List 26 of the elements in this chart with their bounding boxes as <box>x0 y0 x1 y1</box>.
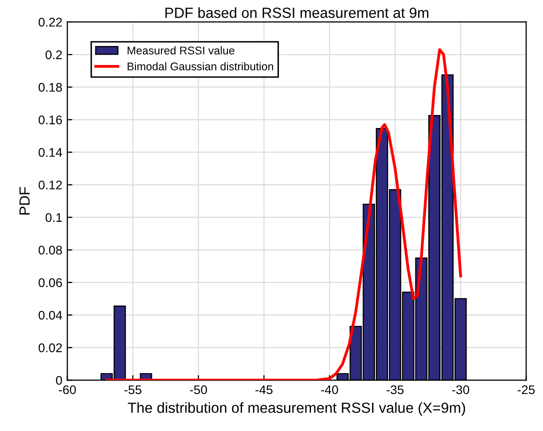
x-tick-label: -40 <box>321 385 338 394</box>
y-tick-label: 0.06 <box>38 278 62 288</box>
chart-title: PDF based on RSSI measurement at 9m <box>165 7 428 18</box>
y-tick-label: 0.18 <box>38 82 62 92</box>
line-series <box>105 48 462 380</box>
y-tick-label: 0.22 <box>38 18 62 27</box>
x-tick-label: -25 <box>518 385 535 394</box>
y-tick-label: 0.04 <box>38 310 62 320</box>
legend-label: Bimodal Gaussian distribution <box>128 62 274 70</box>
x-tick-label: -60 <box>58 385 76 394</box>
y-tick-label: 0.2 <box>46 50 62 60</box>
x-tick-label: -35 <box>386 385 404 394</box>
y-tick-label: 0 <box>56 376 62 385</box>
x-axis-title: The distribution of measurement RSSI value (X=9m) <box>128 402 466 416</box>
y-tick-label: 0.14 <box>38 148 62 157</box>
x-tick-label: -50 <box>190 385 207 394</box>
x-tick-label: -45 <box>256 385 272 394</box>
x-tick-label: -30 <box>452 385 470 394</box>
y-tick-label: 0.16 <box>38 115 62 124</box>
legend-label: Measured RSSI value <box>128 46 234 54</box>
y-tick-label: 0.12 <box>38 180 62 190</box>
x-tick-label: -55 <box>124 385 142 394</box>
y-tick-label: 0.08 <box>38 246 62 255</box>
y-tick-label: 0.1 <box>46 213 62 222</box>
y-tick-label: 0.02 <box>38 343 62 352</box>
y-axis-title: PDF <box>20 187 30 214</box>
